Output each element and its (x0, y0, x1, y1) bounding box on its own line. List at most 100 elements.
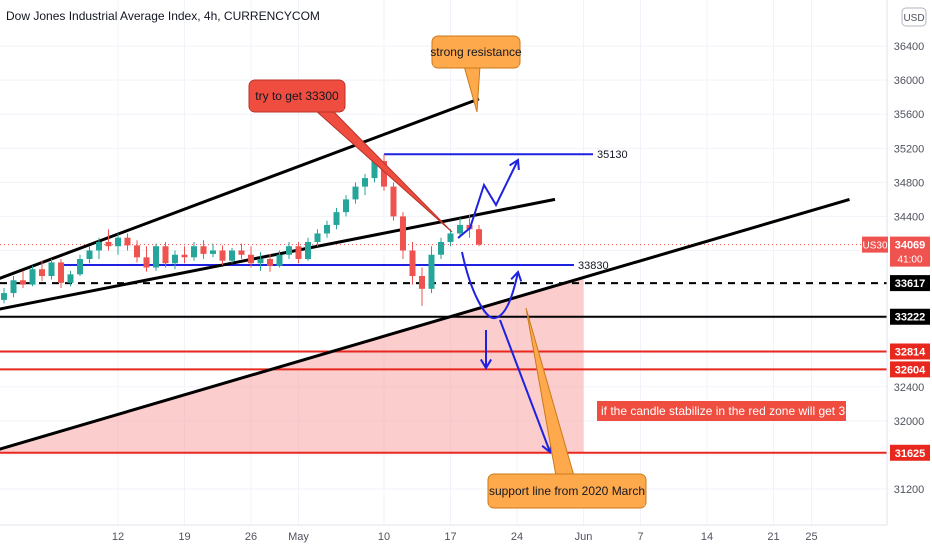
candle-body (86, 250, 93, 259)
candle-body (362, 178, 368, 187)
path-bounce (461, 251, 519, 319)
trend-line-1 (0, 97, 480, 280)
candle-body (428, 254, 435, 289)
trend-lines (0, 97, 850, 451)
candle-body (409, 250, 416, 277)
level-label-33830: 33830 (578, 260, 609, 272)
x-tick-label: 21 (767, 531, 779, 543)
candle-body (20, 280, 26, 285)
path-up (457, 159, 519, 239)
candle-body (295, 246, 302, 259)
candle-body (200, 246, 207, 254)
currency-box[interactable] (901, 7, 927, 27)
candle-body (390, 186, 397, 217)
candle-body (181, 254, 188, 258)
y-tick-label: 32000 (894, 416, 925, 428)
trend-line-2 (0, 197, 556, 311)
y-tick-label: 34800 (894, 177, 925, 189)
candle-body (229, 250, 235, 261)
candle-body (191, 246, 197, 258)
candle-body (267, 259, 273, 266)
candle-body (447, 233, 454, 242)
price-badges: 33617 33222 32814 32604 31625 34069 41:00 US30 (862, 236, 930, 461)
y-tick-label: 35600 (894, 109, 925, 121)
candle-body (276, 254, 283, 266)
annotation-try-33300-seam (250, 104, 344, 110)
candle-body (172, 254, 178, 264)
annotation-red-zone-box (597, 401, 846, 421)
path-down (499, 319, 551, 453)
candle-body (324, 224, 330, 234)
x-tick-label: 17 (444, 531, 456, 543)
badge-32604-bg (890, 361, 930, 378)
x-tick-label: 14 (701, 531, 713, 543)
annotation-try-33300-text: try to get 33300 (255, 89, 339, 103)
candle-body (371, 161, 378, 179)
y-tick-label: 35200 (894, 143, 925, 155)
annotation-strong-resistance-seam (433, 60, 519, 66)
candle-body (153, 246, 159, 268)
x-tick-label: 12 (112, 531, 124, 543)
arrow-head (479, 358, 493, 370)
candle-body (314, 233, 321, 242)
candle-body (67, 274, 74, 283)
candle-body (238, 250, 245, 255)
candles (1, 154, 482, 306)
trend-line-3 (0, 197, 850, 451)
candle-body (1, 293, 7, 300)
arrow-head (509, 158, 520, 171)
candle-body (143, 257, 150, 268)
candle-body (210, 250, 216, 254)
badge-32814-bg (890, 343, 930, 360)
annotation-red-zone-text: if the candle stabilize in the red zone … (601, 404, 872, 418)
badge-31625-bg (890, 444, 930, 461)
candle-body (39, 269, 45, 277)
candle-body (124, 237, 131, 246)
annotation-support-line-seam (489, 500, 645, 506)
x-tick-label: Jun (575, 531, 593, 543)
annotation-support-line-box (487, 473, 647, 509)
candle-body (457, 224, 463, 234)
candle-body (352, 186, 359, 200)
candle-body (333, 212, 340, 225)
candle-body (58, 262, 64, 283)
candle-body (105, 241, 112, 247)
candle-body (257, 259, 264, 264)
y-tick-label: 36000 (894, 75, 925, 87)
candle-body (219, 250, 226, 261)
x-tick-label: 25 (805, 531, 817, 543)
candle-body (10, 280, 17, 294)
x-tick-label: 19 (178, 531, 190, 543)
currency-label: USD (903, 13, 924, 24)
x-tick-label: 26 (245, 531, 257, 543)
candle-body (115, 237, 121, 247)
time-axis[interactable] (0, 525, 932, 550)
annotation-support-line-text: support line from 2020 March (489, 484, 645, 498)
y-tick-label: 36400 (894, 41, 925, 53)
y-tick-label: 34400 (894, 211, 925, 223)
y-tick-label: 31200 (894, 484, 925, 496)
x-tick-labels: 12 19 26 May 10 17 24 Jun 7 14 21 25 (112, 531, 818, 543)
arrow-head (510, 270, 523, 282)
y-tick-label: 32400 (894, 382, 925, 394)
countdown-text: 41:00 (897, 255, 922, 266)
candle-body (162, 246, 169, 264)
candle-body (476, 229, 482, 245)
symbol-badge-bg (862, 236, 888, 253)
annotations: strong resistance try to get 33300 if the … (248, 35, 872, 509)
annotation-strong-resistance-text: strong resistance (430, 45, 522, 59)
candle-body (286, 246, 292, 255)
x-tick-label: 24 (511, 531, 523, 543)
last-price-badge-bg (890, 236, 930, 267)
candle-body (438, 241, 444, 255)
candle-body (305, 241, 311, 259)
candle-body (77, 259, 83, 275)
candle-body (381, 161, 387, 187)
badge-33617-bg (890, 275, 930, 292)
badge-33222-text: 33222 (895, 312, 926, 324)
candle-body (248, 254, 254, 264)
candle-body (48, 262, 55, 277)
chart-title: Dow Jones Industrial Average Index, 4h, … (6, 9, 320, 23)
candle-body (419, 276, 425, 289)
